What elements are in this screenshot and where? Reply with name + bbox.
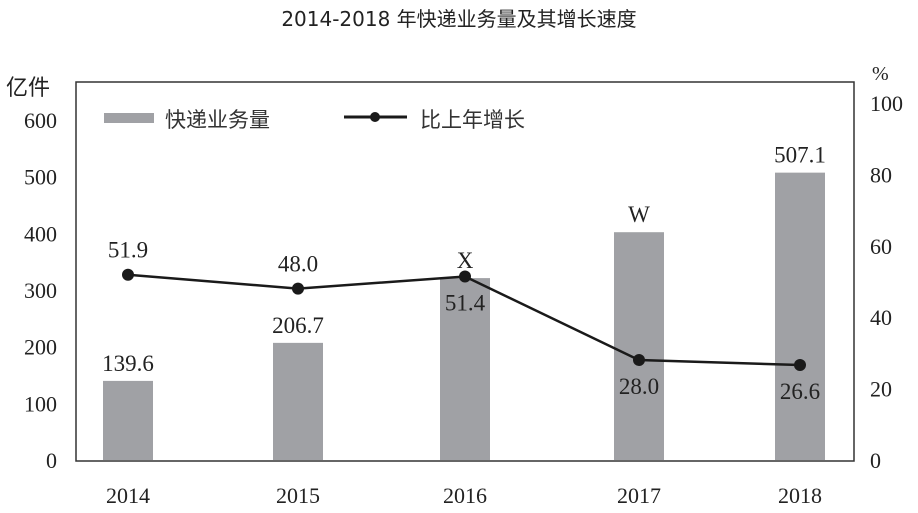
left-tick-label: 0 [46,448,57,473]
x-tick-label: 2014 [106,483,150,508]
growth-point-2018 [794,359,806,372]
left-tick-label: 100 [24,391,57,416]
legend-line-label: 比上年增长 [420,108,525,132]
plot-frame [75,81,855,462]
x-tick-label: 2018 [778,483,822,508]
bar-label-2014: 139.6 [102,351,154,376]
x-tick-label: 2015 [276,483,320,508]
bar-2018 [775,172,825,461]
bar-label-2018: 507.1 [774,143,826,168]
left-tick-label: 300 [24,278,57,303]
legend-bar-label: 快递业务量 [165,108,270,132]
legend: 快递业务量 比上年增长 [104,108,525,132]
bar-2015 [273,342,323,460]
bar-label-2017: W [628,202,650,227]
x-tick-label: 2017 [617,483,661,508]
chart-title: 2014-2018 年快递业务量及其增长速度 [281,7,636,31]
growth-label-2014: 51.9 [108,238,148,263]
left-tick-label: 400 [24,221,57,246]
growth-label-2015: 48.0 [278,252,318,277]
growth-point-2014 [122,268,134,281]
bar-label-2016: X [457,248,474,273]
growth-label-2018: 26.6 [780,379,820,404]
left-tick-label: 200 [24,335,57,360]
growth-point-2015 [292,282,304,295]
growth-label-2017: 28.0 [619,374,659,399]
bar-label-2015: 206.7 [272,313,324,338]
growth-label-2016: 51.4 [445,291,486,316]
left-tick-label: 600 [24,108,57,133]
legend-bar-swatch [104,113,154,123]
right-tick-label: 100 [870,91,903,116]
right-tick-label: 0 [870,448,881,473]
bar-2016 [440,278,490,460]
bar-2014 [103,380,153,460]
right-axis-unit: % [872,63,889,85]
right-tick-label: 40 [870,305,892,330]
left-tick-label: 500 [24,165,57,190]
growth-point-2017 [633,354,645,367]
legend-line-marker [370,112,380,122]
bar-2017 [614,232,664,460]
x-tick-label: 2016 [443,483,487,508]
right-tick-label: 60 [870,234,892,259]
right-tick-label: 20 [870,377,892,402]
left-axis-unit: 亿件 [6,76,50,101]
growth-point-2016 [459,270,471,283]
right-tick-label: 80 [870,162,892,187]
